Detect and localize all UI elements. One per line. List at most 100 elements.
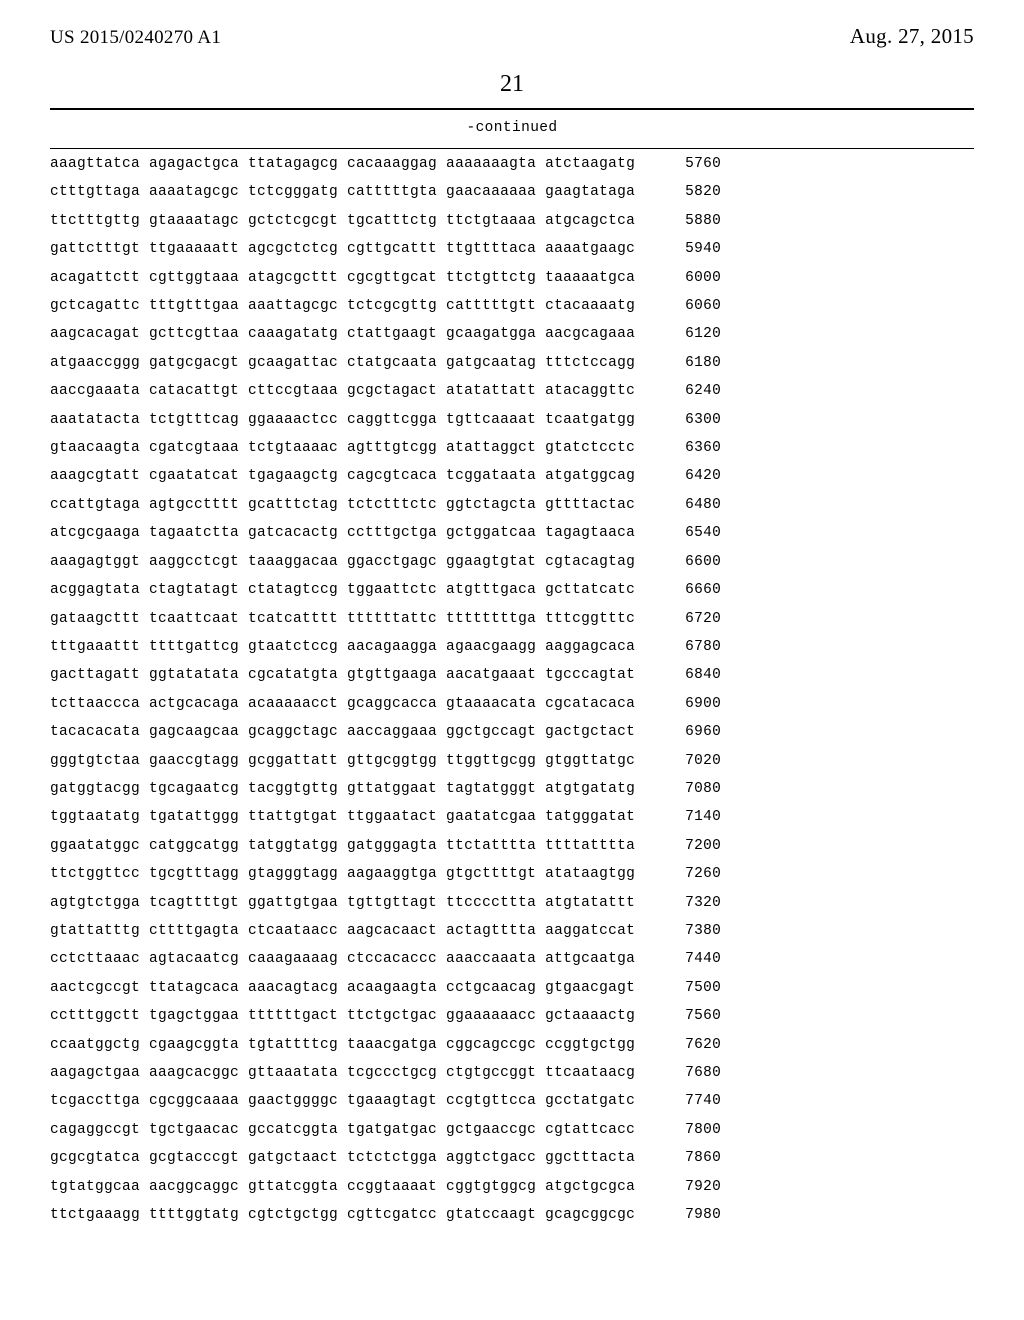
sequence-groups: gatggtacgg tgcagaatcg tacggtgttg gttatgg… xyxy=(50,782,635,797)
sequence-row: tttgaaattt ttttgattcg gtaatctccg aacagaa… xyxy=(50,640,974,655)
sequence-groups: ttctggttcc tgcgtttagg gtagggtagg aagaagg… xyxy=(50,867,635,882)
sequence-position: 7740 xyxy=(649,1094,721,1109)
sequence-groups: acagattctt cgttggtaaa atagcgcttt cgcgttg… xyxy=(50,271,635,286)
sequence-position: 7080 xyxy=(649,782,721,797)
sequence-position: 7920 xyxy=(649,1180,721,1195)
sequence-position: 5940 xyxy=(649,242,721,257)
sequence-row: cagaggccgt tgctgaacac gccatcggta tgatgat… xyxy=(50,1123,974,1138)
sequence-groups: gataagcttt tcaattcaat tcatcatttt tttttta… xyxy=(50,612,635,627)
sequence-row: ccaatggctg cgaagcggta tgtattttcg taaacga… xyxy=(50,1038,974,1053)
sequence-groups: cctcttaaac agtacaatcg caaagaaaag ctccaca… xyxy=(50,952,635,967)
sequence-row: tgtatggcaa aacggcaggc gttatcggta ccggtaa… xyxy=(50,1180,974,1195)
sequence-position: 7800 xyxy=(649,1123,721,1138)
sequence-groups: gtattatttg cttttgagta ctcaataacc aagcaca… xyxy=(50,924,635,939)
sequence-position: 6840 xyxy=(649,668,721,683)
sequence-row: acggagtata ctagtatagt ctatagtccg tggaatt… xyxy=(50,583,974,598)
sequence-row: tacacacata gagcaagcaa gcaggctagc aaccagg… xyxy=(50,725,974,740)
sequence-position: 7440 xyxy=(649,952,721,967)
sequence-position: 6180 xyxy=(649,356,721,371)
sequence-groups: gattctttgt ttgaaaaatt agcgctctcg cgttgca… xyxy=(50,242,635,257)
sequence-row: tcgaccttga cgcggcaaaa gaactggggc tgaaagt… xyxy=(50,1094,974,1109)
sequence-position: 6720 xyxy=(649,612,721,627)
sequence-position: 6120 xyxy=(649,327,721,342)
sequence-groups: ctttgttaga aaaatagcgc tctcgggatg cattttt… xyxy=(50,185,635,200)
sequence-position: 5820 xyxy=(649,185,721,200)
sequence-row: gcgcgtatca gcgtacccgt gatgctaact tctctct… xyxy=(50,1151,974,1166)
sequence-position: 7200 xyxy=(649,839,721,854)
sequence-position: 6420 xyxy=(649,469,721,484)
sequence-groups: aactcgccgt ttatagcaca aaacagtacg acaagaa… xyxy=(50,981,635,996)
sequence-row: aaccgaaata catacattgt cttccgtaaa gcgctag… xyxy=(50,384,974,399)
sequence-position: 7980 xyxy=(649,1208,721,1223)
sequence-row: ttctgaaagg ttttggtatg cgtctgctgg cgttcga… xyxy=(50,1208,974,1223)
sequence-groups: atgaaccggg gatgcgacgt gcaagattac ctatgca… xyxy=(50,356,635,371)
publication-date: Aug. 27, 2015 xyxy=(850,24,974,49)
sequence-groups: agtgtctgga tcagttttgt ggattgtgaa tgttgtt… xyxy=(50,896,635,911)
sequence-position: 7680 xyxy=(649,1066,721,1081)
sequence-groups: ttctgaaagg ttttggtatg cgtctgctgg cgttcga… xyxy=(50,1208,635,1223)
sequence-row: cctttggctt tgagctggaa ttttttgact ttctgct… xyxy=(50,1009,974,1024)
sequence-position: 6900 xyxy=(649,697,721,712)
sequence-position: 7500 xyxy=(649,981,721,996)
sequence-groups: ccattgtaga agtgcctttt gcatttctag tctcttt… xyxy=(50,498,635,513)
page: US 2015/0240270 A1 Aug. 27, 2015 21 -con… xyxy=(0,0,1024,1320)
sequence-groups: tcgaccttga cgcggcaaaa gaactggggc tgaaagt… xyxy=(50,1094,635,1109)
sequence-groups: ggaatatggc catggcatgg tatggtatgg gatggga… xyxy=(50,839,635,854)
sequence-row: ctttgttaga aaaatagcgc tctcgggatg cattttt… xyxy=(50,185,974,200)
sequence-position: 5880 xyxy=(649,214,721,229)
sequence-row: aaagcgtatt cgaatatcat tgagaagctg cagcgtc… xyxy=(50,469,974,484)
sequence-row: tggtaatatg tgatattggg ttattgtgat ttggaat… xyxy=(50,810,974,825)
sequence-row: ccattgtaga agtgcctttt gcatttctag tctcttt… xyxy=(50,498,974,513)
sequence-groups: ttctttgttg gtaaaatagc gctctcgcgt tgcattt… xyxy=(50,214,635,229)
sequence-position: 7380 xyxy=(649,924,721,939)
sequence-row: gattctttgt ttgaaaaatt agcgctctcg cgttgca… xyxy=(50,242,974,257)
sequence-position: 7860 xyxy=(649,1151,721,1166)
sequence-position: 6240 xyxy=(649,384,721,399)
sequence-position: 7260 xyxy=(649,867,721,882)
sequence-position: 6480 xyxy=(649,498,721,513)
sequence-groups: acggagtata ctagtatagt ctatagtccg tggaatt… xyxy=(50,583,635,598)
sequence-row: gctcagattc tttgtttgaa aaattagcgc tctcgcg… xyxy=(50,299,974,314)
sequence-position: 6540 xyxy=(649,526,721,541)
sequence-row: gtattatttg cttttgagta ctcaataacc aagcaca… xyxy=(50,924,974,939)
sequence-groups: aaagcgtatt cgaatatcat tgagaagctg cagcgtc… xyxy=(50,469,635,484)
sequence-position: 6060 xyxy=(649,299,721,314)
sequence-groups: cagaggccgt tgctgaacac gccatcggta tgatgat… xyxy=(50,1123,635,1138)
sequence-groups: tacacacata gagcaagcaa gcaggctagc aaccagg… xyxy=(50,725,635,740)
sequence-row: atgaaccggg gatgcgacgt gcaagattac ctatgca… xyxy=(50,356,974,371)
sequence-groups: tttgaaattt ttttgattcg gtaatctccg aacagaa… xyxy=(50,640,635,655)
sequence-position: 7140 xyxy=(649,810,721,825)
sequence-groups: tcttaaccca actgcacaga acaaaaacct gcaggca… xyxy=(50,697,635,712)
sequence-row: acagattctt cgttggtaaa atagcgcttt cgcgttg… xyxy=(50,271,974,286)
header-row: US 2015/0240270 A1 Aug. 27, 2015 xyxy=(50,24,974,49)
sequence-groups: aaccgaaata catacattgt cttccgtaaa gcgctag… xyxy=(50,384,635,399)
sequence-row: ggaatatggc catggcatgg tatggtatgg gatggga… xyxy=(50,839,974,854)
sequence-groups: cctttggctt tgagctggaa ttttttgact ttctgct… xyxy=(50,1009,635,1024)
sequence-position: 6780 xyxy=(649,640,721,655)
sequence-groups: tggtaatatg tgatattggg ttattgtgat ttggaat… xyxy=(50,810,635,825)
sequence-listing: aaagttatca agagactgca ttatagagcg cacaaag… xyxy=(50,157,974,1223)
sequence-row: aaagttatca agagactgca ttatagagcg cacaaag… xyxy=(50,157,974,172)
sequence-groups: aaagttatca agagactgca ttatagagcg cacaaag… xyxy=(50,157,635,172)
sequence-groups: ccaatggctg cgaagcggta tgtattttcg taaacga… xyxy=(50,1038,635,1053)
sequence-position: 6000 xyxy=(649,271,721,286)
page-number: 21 xyxy=(50,71,974,98)
sequence-position: 6960 xyxy=(649,725,721,740)
sequence-groups: gacttagatt ggtatatata cgcatatgta gtgttga… xyxy=(50,668,635,683)
publication-number: US 2015/0240270 A1 xyxy=(50,27,221,49)
sequence-row: gacttagatt ggtatatata cgcatatgta gtgttga… xyxy=(50,668,974,683)
sequence-groups: gcgcgtatca gcgtacccgt gatgctaact tctctct… xyxy=(50,1151,635,1166)
sequence-groups: atcgcgaaga tagaatctta gatcacactg cctttgc… xyxy=(50,526,635,541)
rule-top xyxy=(50,108,974,110)
sequence-row: ttctttgttg gtaaaatagc gctctcgcgt tgcattt… xyxy=(50,214,974,229)
sequence-groups: tgtatggcaa aacggcaggc gttatcggta ccggtaa… xyxy=(50,1180,635,1195)
sequence-row: gataagcttt tcaattcaat tcatcatttt tttttta… xyxy=(50,612,974,627)
sequence-row: agtgtctgga tcagttttgt ggattgtgaa tgttgtt… xyxy=(50,896,974,911)
sequence-position: 7020 xyxy=(649,754,721,769)
sequence-row: gatggtacgg tgcagaatcg tacggtgttg gttatgg… xyxy=(50,782,974,797)
sequence-groups: aagagctgaa aaagcacggc gttaaatata tcgccct… xyxy=(50,1066,635,1081)
sequence-row: gggtgtctaa gaaccgtagg gcggattatt gttgcgg… xyxy=(50,754,974,769)
sequence-groups: gggtgtctaa gaaccgtagg gcggattatt gttgcgg… xyxy=(50,754,635,769)
sequence-position: 7620 xyxy=(649,1038,721,1053)
sequence-position: 7320 xyxy=(649,896,721,911)
